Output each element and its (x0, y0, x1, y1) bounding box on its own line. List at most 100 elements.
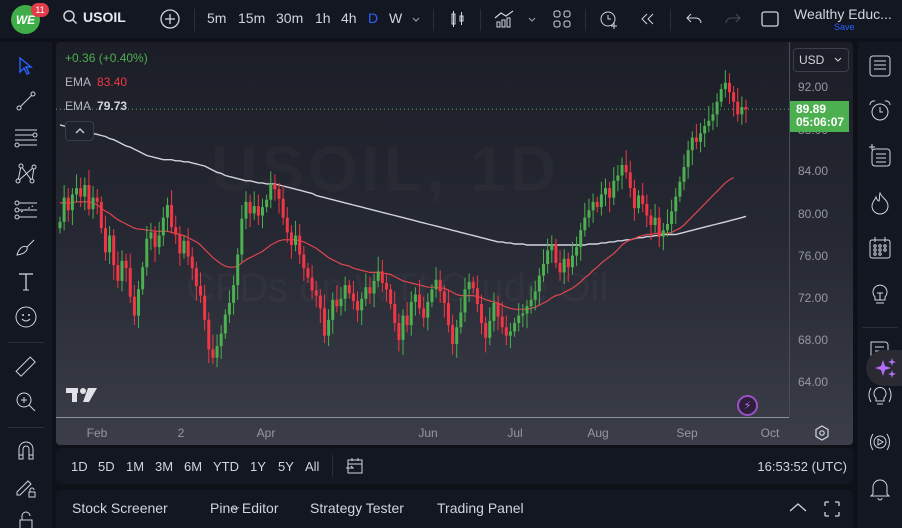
ema-legend-2[interactable]: EMA 79.73 (65, 99, 127, 113)
pattern-icon[interactable] (13, 161, 39, 187)
brush-icon[interactable] (13, 234, 39, 260)
indicators-icon[interactable] (493, 8, 515, 30)
candle-body (157, 235, 161, 248)
zoom-in-icon[interactable] (13, 389, 39, 415)
candle-body (521, 313, 525, 316)
time-label: 2 (177, 426, 185, 440)
trend-line-icon[interactable] (13, 88, 39, 114)
candles-chart-type-icon[interactable] (447, 8, 469, 30)
chevron-down-icon[interactable] (409, 8, 423, 30)
lock-drawings-icon[interactable] (13, 474, 39, 500)
unlock-icon[interactable] (13, 508, 39, 528)
symbol-search[interactable]: USOIL (62, 9, 126, 25)
compare-add-icon[interactable] (159, 8, 181, 30)
ai-assistant-button[interactable] (866, 350, 902, 386)
candlestick-chart[interactable] (56, 42, 789, 417)
range-6m[interactable]: 6M (184, 459, 203, 474)
cursor-icon[interactable] (13, 53, 39, 79)
utc-clock[interactable]: 16:53:52 (UTC) (757, 459, 847, 474)
last-price-label: 89.89 05:06:07 (790, 101, 849, 132)
collapse-legend-button[interactable] (65, 121, 94, 141)
time-axis[interactable]: Feb 2 Apr Jun Jul Aug Sep Oct (56, 417, 789, 445)
prediction-measure-icon[interactable] (13, 197, 39, 223)
text-tool-icon[interactable] (13, 269, 39, 295)
interval-d[interactable]: D (368, 10, 379, 26)
candle-body (682, 167, 686, 182)
ruler-icon[interactable] (13, 354, 39, 380)
layouts-grid-icon[interactable] (551, 8, 573, 30)
ema-label: EMA (65, 99, 92, 113)
tab-strategy-tester[interactable]: Strategy Tester (310, 500, 404, 516)
tab-stock-screener[interactable]: Stock Screener (72, 500, 168, 516)
interval-5m[interactable]: 5m (207, 10, 227, 26)
save-button[interactable]: Save (834, 22, 855, 32)
interval-4h[interactable]: 4h (341, 10, 357, 26)
divider (8, 342, 44, 343)
range-1m[interactable]: 1M (126, 459, 145, 474)
range-all[interactable]: All (305, 459, 320, 474)
range-5d[interactable]: 5D (98, 459, 115, 474)
magnet-icon[interactable] (13, 438, 39, 464)
drawing-toolbar (0, 42, 52, 528)
interval-15m[interactable]: 15m (238, 10, 266, 26)
candle-body (322, 308, 326, 336)
candle-body (70, 194, 74, 211)
replay-rewind-icon[interactable] (637, 8, 659, 30)
calendar-icon[interactable] (867, 235, 893, 261)
alarm-clock-icon[interactable] (867, 98, 893, 124)
emoji-icon[interactable] (13, 304, 39, 330)
range-ytd[interactable]: YTD (213, 459, 239, 474)
candle-body (149, 232, 153, 239)
candle-body (442, 291, 446, 303)
range-3m[interactable]: 3M (155, 459, 174, 474)
chevron-down-icon[interactable] (525, 8, 539, 30)
redo-icon[interactable] (722, 8, 744, 30)
alarm-add-icon[interactable] (598, 8, 620, 30)
candle-body (422, 308, 426, 318)
candle-body (95, 197, 99, 202)
ideas-lightbulb-icon[interactable] (867, 282, 893, 308)
layout-name[interactable]: Wealthy Educ... (794, 6, 892, 22)
candle-body (657, 217, 661, 237)
candle-body (500, 316, 504, 328)
price-axis[interactable]: 92.00 88.00 84.00 80.00 76.00 72.00 68.0… (789, 42, 853, 417)
streams-icon[interactable] (867, 382, 893, 408)
candle-body (289, 232, 293, 246)
interval-1h[interactable]: 1h (315, 10, 331, 26)
live-play-icon[interactable] (867, 429, 893, 455)
interval-30m[interactable]: 30m (276, 10, 304, 26)
divider (332, 455, 333, 477)
candle-body (302, 254, 306, 269)
candle-body (265, 199, 269, 208)
notifications-bell-icon[interactable] (867, 475, 893, 501)
candle-body (170, 205, 174, 228)
tradingview-logo[interactable] (66, 386, 98, 410)
go-to-date-icon[interactable] (345, 456, 365, 476)
range-1y[interactable]: 1Y (250, 459, 266, 474)
chart-pane[interactable]: USOIL, 1D CFDs on WTI Crude Oil +0.36 (+… (56, 42, 853, 445)
candle-body (430, 289, 434, 302)
flash-icon[interactable]: ⚡ (737, 395, 758, 416)
candle-body (566, 258, 570, 268)
currency-select[interactable]: USD (793, 48, 849, 72)
candle-body (368, 287, 372, 294)
chevron-down-icon[interactable] (231, 505, 241, 513)
candle-body (364, 287, 368, 299)
ema-legend-1[interactable]: EMA 83.40 (65, 75, 127, 89)
maximize-panel-icon[interactable] (821, 498, 843, 520)
fib-retracement-icon[interactable] (13, 124, 39, 150)
chart-settings-icon[interactable] (814, 425, 830, 441)
range-1d[interactable]: 1D (71, 459, 88, 474)
candle-body (236, 254, 240, 286)
candle-body (463, 289, 467, 313)
fullscreen-icon[interactable] (759, 8, 781, 30)
watchlist-icon[interactable] (867, 53, 893, 79)
undo-icon[interactable] (683, 8, 705, 30)
tab-trading-panel[interactable]: Trading Panel (437, 500, 524, 516)
range-5y[interactable]: 5Y (278, 459, 294, 474)
hotlists-fire-icon[interactable] (867, 190, 893, 216)
chevron-up-icon[interactable] (787, 500, 809, 516)
object-tree-icon[interactable] (867, 143, 893, 169)
interval-w[interactable]: W (389, 10, 403, 26)
tab-pine-editor[interactable]: Pine Editor (210, 500, 279, 516)
